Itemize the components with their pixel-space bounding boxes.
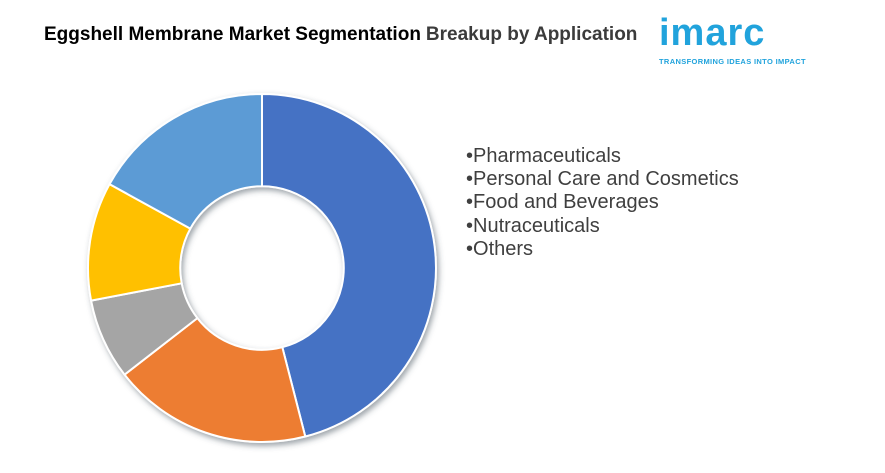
legend-item: •Pharmaceuticals — [466, 145, 739, 168]
legend-bullet: • — [466, 168, 474, 191]
pie-slice-pharmaceuticals — [261, 93, 437, 438]
page-title: Eggshell Membrane Market Segmentation Bre… — [44, 21, 637, 48]
legend-label-pharmaceuticals: Pharmaceuticals — [473, 145, 621, 167]
legend-item: •Personal Care and Cosmetics — [466, 168, 739, 191]
page-title-primary: Eggshell Membrane Market Segmentation — [44, 24, 421, 45]
legend-item: •Food and Beverages — [466, 191, 739, 214]
imarc-logo-tagline: TRANSFORMING IDEAS INTO IMPACT — [659, 57, 806, 66]
legend-label-food-and-beverages: Food and Beverages — [473, 191, 659, 214]
legend-bullet: • — [466, 214, 474, 237]
donut-chart-area — [62, 68, 462, 468]
legend-label-others: Others — [473, 237, 534, 260]
legend-bullet: • — [466, 237, 474, 260]
imarc-logo-wordmark: imarc — [659, 12, 766, 54]
pie-slice-others — [108, 93, 263, 230]
imarc-logo: imarc TRANSFORMING IDEAS INTO IMPACT — [659, 10, 806, 66]
page-title-secondary: Breakup by Application — [425, 24, 638, 45]
legend-item: •Nutraceuticals — [466, 215, 739, 238]
legend-bullet: • — [466, 191, 474, 214]
legend-label-personal-care-and-cosmetics: Personal Care and Cosmetics — [473, 168, 739, 191]
legend-label-nutraceuticals: Nutraceuticals — [473, 214, 600, 237]
legend-bullet: • — [466, 145, 474, 167]
legend-item: •Others — [466, 238, 739, 261]
chart-legend: •Pharmaceuticals •Personal Care and Cosm… — [466, 145, 739, 261]
pie-slice-personal-care-and-cosmetics — [123, 317, 307, 443]
donut-chart — [86, 93, 437, 443]
